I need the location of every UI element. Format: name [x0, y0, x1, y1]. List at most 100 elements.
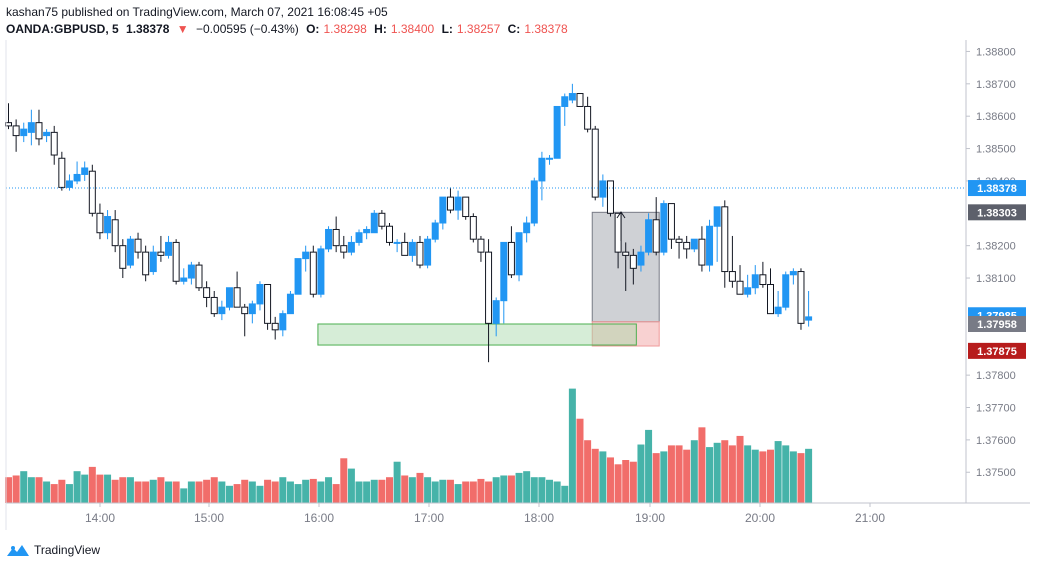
- price-tick-label: 1.37700: [976, 403, 1016, 415]
- volume-bar: [65, 484, 73, 503]
- high-label: H:: [374, 22, 387, 36]
- candle: [134, 232, 142, 259]
- candle: [20, 122, 28, 143]
- volume-bar: [523, 471, 531, 503]
- candle: [416, 235, 424, 269]
- candle: [629, 248, 637, 285]
- volume-bar: [370, 479, 378, 503]
- candle: [264, 284, 272, 330]
- candle: [599, 174, 607, 207]
- candle-body: [111, 219, 119, 247]
- volume-bar: [454, 484, 462, 503]
- tradingview-logo-icon: [7, 545, 29, 556]
- volume-bar: [515, 472, 523, 503]
- candle-body: [622, 251, 630, 256]
- time-tick-label: 18:00: [524, 511, 554, 525]
- volume-bar: [203, 479, 211, 503]
- candle-body: [225, 287, 233, 308]
- close-value: 1.38378: [524, 22, 568, 36]
- risk-zone: [591, 321, 660, 347]
- candle: [165, 235, 173, 259]
- candle-body: [652, 219, 660, 253]
- time-tick-label: 14:00: [85, 511, 115, 525]
- candle: [126, 235, 134, 269]
- candle-body: [645, 219, 653, 253]
- volume-bar: [606, 457, 614, 503]
- volume-bar: [126, 477, 134, 503]
- volume-bar: [584, 440, 592, 503]
- price-tick-label: 1.38600: [976, 111, 1016, 123]
- candle: [728, 235, 736, 288]
- candle: [500, 241, 508, 324]
- volume-bar: [561, 485, 569, 503]
- volume-bar: [576, 418, 584, 503]
- candle: [606, 180, 614, 217]
- brand-name[interactable]: TradingView: [34, 543, 101, 557]
- candle-body: [142, 251, 150, 276]
- price-tick-label: 1.38800: [976, 46, 1016, 58]
- volume-bar: [347, 468, 355, 503]
- candle: [271, 316, 279, 340]
- candle-body: [378, 212, 386, 227]
- candle: [462, 196, 470, 220]
- price-tick-label: 1.38500: [976, 144, 1016, 156]
- volume-bar: [774, 441, 782, 503]
- volume-bar: [416, 472, 424, 503]
- candle-body: [35, 122, 43, 140]
- demand-zone: [317, 323, 637, 346]
- candle: [172, 239, 180, 285]
- candle: [797, 268, 805, 330]
- change-value: −0.00595 (−0.43%): [196, 22, 299, 36]
- candle: [637, 245, 645, 272]
- candle: [546, 155, 554, 165]
- time-tick-label: 19:00: [635, 511, 665, 525]
- candle: [43, 129, 51, 143]
- volume-bar: [225, 485, 233, 503]
- candle-body: [675, 238, 683, 243]
- volume-bar: [355, 481, 363, 503]
- volume-bar: [256, 485, 264, 503]
- candle-body: [446, 196, 454, 211]
- volume-bar: [286, 481, 294, 503]
- footer: TradingView: [6, 540, 100, 560]
- volume-bar: [721, 440, 729, 503]
- candle: [241, 303, 249, 337]
- volume-bar: [652, 453, 660, 503]
- candle: [149, 245, 157, 275]
- low-label: L:: [441, 22, 453, 36]
- candle: [187, 261, 195, 285]
- volume-bar: [797, 453, 805, 503]
- candle: [667, 203, 675, 249]
- candle-body: [416, 241, 424, 266]
- volume-bar: [73, 471, 81, 503]
- up-arrow-icon: [616, 211, 626, 241]
- candle: [622, 242, 630, 291]
- volume-bar: [111, 479, 119, 503]
- volume-bar: [599, 451, 607, 503]
- candle-body: [43, 131, 51, 137]
- candle-body: [256, 284, 264, 305]
- candle: [58, 151, 66, 191]
- candle-body: [744, 287, 752, 295]
- candle: [119, 239, 127, 279]
- candle-body: [210, 296, 218, 315]
- candle-body: [88, 170, 96, 214]
- candle: [507, 226, 515, 279]
- volume-bar: [386, 477, 393, 503]
- candle-body: [584, 105, 592, 130]
- candle: [218, 300, 226, 321]
- candle: [340, 235, 348, 259]
- candle-body: [180, 277, 188, 282]
- candle-body: [553, 105, 561, 159]
- volume-bar: [5, 477, 12, 503]
- candle: [27, 109, 35, 146]
- candle: [774, 290, 782, 317]
- candle: [142, 245, 150, 282]
- volume-bar: [660, 451, 668, 503]
- candle: [401, 232, 409, 256]
- candle-body: [157, 251, 165, 256]
- candle: [210, 290, 218, 317]
- price-tag-label: 1.37958: [977, 319, 1017, 331]
- volume-bar: [805, 448, 813, 503]
